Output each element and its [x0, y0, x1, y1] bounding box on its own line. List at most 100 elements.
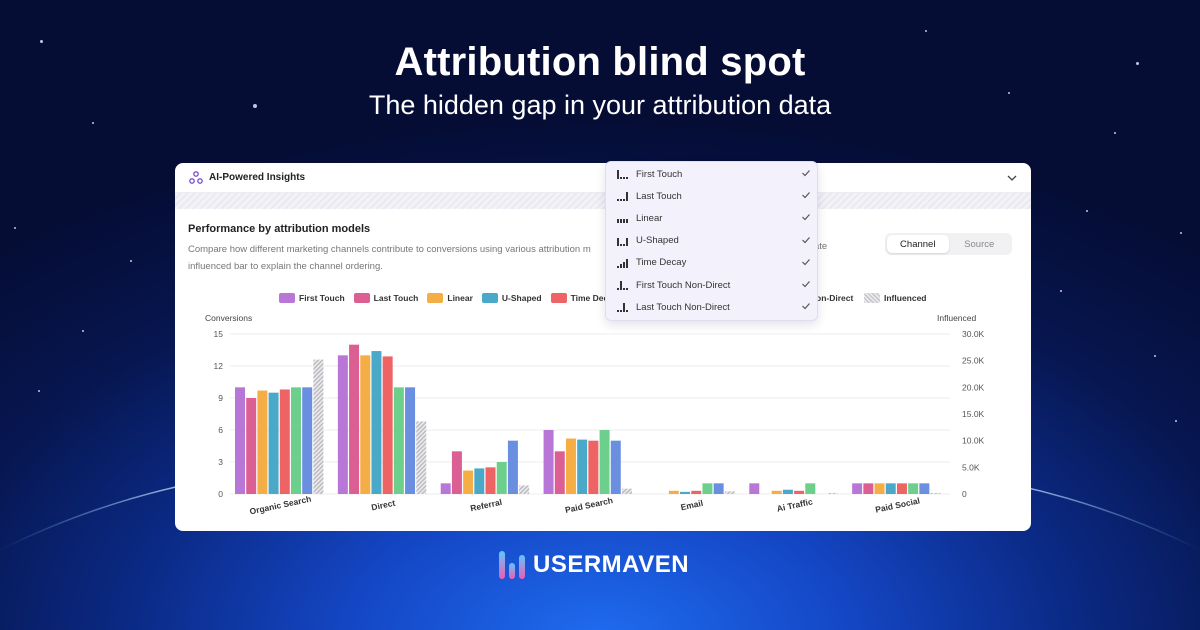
- bar-first-touch-non-direct-ai-traffic: [805, 483, 816, 494]
- usermaven-logo-icon: [499, 551, 525, 579]
- check-icon: [802, 170, 810, 177]
- x-tick-label: Ai Traffic: [776, 496, 814, 513]
- check-icon: [802, 258, 810, 266]
- x-tick-label: Referral: [469, 497, 503, 513]
- time-decay-bars-icon: [617, 258, 628, 268]
- legend-item-influenced[interactable]: Influenced: [864, 293, 927, 303]
- bar-first-touch-non-direct-organic-search: [291, 387, 301, 494]
- bar-last-touch-non-direct-paid-social: [919, 483, 930, 494]
- bar-time-decay-paid-search: [588, 440, 599, 494]
- dropdown-item-last-touch-non-direct[interactable]: Last Touch Non-Direct: [606, 296, 817, 318]
- legend-item-u-shaped[interactable]: U-Shaped: [481, 293, 542, 303]
- bar-influenced-ai-traffic: [827, 492, 838, 494]
- check-icon: [802, 214, 810, 221]
- description-line-1: Compare how different marketing channels…: [188, 244, 591, 255]
- bar-u-shaped-direct: [371, 351, 382, 494]
- legend-item-partial[interactable]: on-Direct: [816, 293, 854, 303]
- toggle-source-button[interactable]: Source: [949, 235, 1011, 253]
- bar-u-shaped-ai-traffic: [782, 489, 793, 494]
- dropdown-item-last-touch[interactable]: Last Touch: [606, 185, 817, 207]
- legend-item-time-decay[interactable]: Time Dec: [550, 293, 608, 303]
- x-tick-label: Email: [680, 498, 704, 512]
- bar-influenced-email: [724, 491, 735, 494]
- chart-legend: First Touch Last Touch Linear U-Shaped T…: [279, 293, 608, 303]
- legend-item-last-touch[interactable]: Last Touch: [353, 293, 418, 303]
- bar-time-decay-email: [691, 490, 702, 494]
- bar-influenced-paid-social: [930, 492, 941, 494]
- bar-influenced-organic-search: [313, 359, 324, 494]
- card-header-title: AI-Powered Insights: [209, 172, 306, 183]
- first-touch-bars-icon: [617, 170, 628, 180]
- section-description: Compare how different marketing channels…: [188, 241, 848, 275]
- bar-time-decay-referral: [485, 467, 496, 494]
- dropdown-item-first-touch-non-direct[interactable]: First Touch Non-Direct: [606, 274, 817, 296]
- bar-linear-ai-traffic: [771, 490, 782, 494]
- dropdown-item-first-touch[interactable]: First Touch: [606, 163, 817, 185]
- y-tick-label: 9: [218, 393, 223, 403]
- bar-last-touch-organic-search: [246, 398, 257, 494]
- legend-item-linear[interactable]: Linear: [427, 293, 473, 303]
- last-touch-bars-icon: [617, 192, 628, 202]
- y-tick-label: 15: [214, 329, 224, 339]
- last-touch-non-direct-bars-icon: [617, 303, 628, 313]
- bar-linear-paid-social: [874, 483, 885, 494]
- bar-linear-direct: [360, 355, 371, 494]
- bar-u-shaped-organic-search: [268, 392, 279, 494]
- bar-u-shaped-paid-search: [577, 439, 588, 494]
- bar-time-decay-paid-social: [896, 483, 907, 494]
- check-icon: [802, 303, 810, 310]
- bar-u-shaped-referral: [474, 468, 485, 494]
- bar-linear-organic-search: [257, 390, 268, 494]
- bar-last-touch-non-direct-referral: [507, 440, 518, 494]
- bar-influenced-paid-search: [621, 488, 632, 494]
- bar-first-touch-direct: [337, 355, 348, 494]
- dropdown-item-u-shaped[interactable]: U-Shaped: [606, 230, 817, 252]
- y-tick-label: 3: [218, 457, 223, 467]
- legend-item-first-touch[interactable]: First Touch: [279, 293, 345, 303]
- bar-last-touch-paid-search: [554, 451, 565, 494]
- y2-tick-label: 30.0K: [962, 329, 985, 339]
- linear-bars-icon: [617, 219, 628, 224]
- bar-linear-email: [668, 490, 679, 494]
- hero-title: Attribution blind spot: [394, 40, 806, 84]
- description-line-2: influenced bar to explain the channel or…: [188, 261, 383, 272]
- y2-tick-label: 15.0K: [962, 409, 985, 419]
- bar-influenced-referral: [519, 485, 530, 494]
- bar-first-touch-non-direct-direct: [393, 387, 404, 494]
- toggle-channel-button[interactable]: Channel: [887, 235, 949, 253]
- bar-first-touch-non-direct-paid-search: [599, 430, 610, 494]
- bar-linear-referral: [463, 470, 474, 494]
- bar-first-touch-ai-traffic: [749, 483, 760, 494]
- chevron-down-icon[interactable]: [1005, 171, 1019, 185]
- y-tick-label: 12: [214, 361, 224, 371]
- card-header[interactable]: AI-Powered Insights: [175, 163, 1031, 193]
- u-shaped-bars-icon: [617, 237, 628, 246]
- y-tick-label: 6: [218, 425, 223, 435]
- ai-sparkle-icon: [189, 170, 203, 184]
- y2-tick-label: 10.0K: [962, 436, 985, 446]
- bar-last-touch-non-direct-paid-search: [610, 440, 621, 494]
- y2-tick-label: 5.0K: [962, 462, 980, 472]
- first-touch-non-direct-bars-icon: [617, 281, 628, 291]
- y2-tick-label: 25.0K: [962, 356, 985, 366]
- view-toggle: Channel Source: [885, 233, 1012, 255]
- attribution-bar-chart: 0 3 6 9 12 15 0 5.0K 10.0K 15.0K 20.0K 25.0K 30.0K Co…: [205, 313, 985, 517]
- bar-first-touch-referral: [440, 483, 451, 494]
- check-icon: [802, 236, 810, 243]
- bar-linear-paid-search: [565, 438, 576, 494]
- bar-first-touch-non-direct-email: [702, 483, 713, 494]
- section-title: Performance by attribution models: [188, 223, 371, 235]
- bar-first-touch-paid-social: [852, 483, 863, 494]
- dropdown-item-linear[interactable]: Linear: [606, 207, 817, 229]
- x-tick-label: Organic Search: [249, 494, 313, 517]
- y2-axis-label: Influenced: [937, 313, 976, 323]
- brand-name: USERMAVEN: [533, 551, 690, 578]
- attribution-model-dropdown: First Touch Last Touch Linear U-Shaped T…: [605, 161, 818, 321]
- dropdown-item-time-decay[interactable]: Time Decay: [606, 252, 817, 274]
- bar-last-touch-non-direct-email: [713, 483, 724, 494]
- bar-first-touch-non-direct-referral: [496, 462, 507, 494]
- bar-last-touch-referral: [451, 451, 462, 494]
- hero-subtitle: The hidden gap in your attribution data: [368, 90, 832, 120]
- x-tick-label: Paid Social: [874, 495, 920, 514]
